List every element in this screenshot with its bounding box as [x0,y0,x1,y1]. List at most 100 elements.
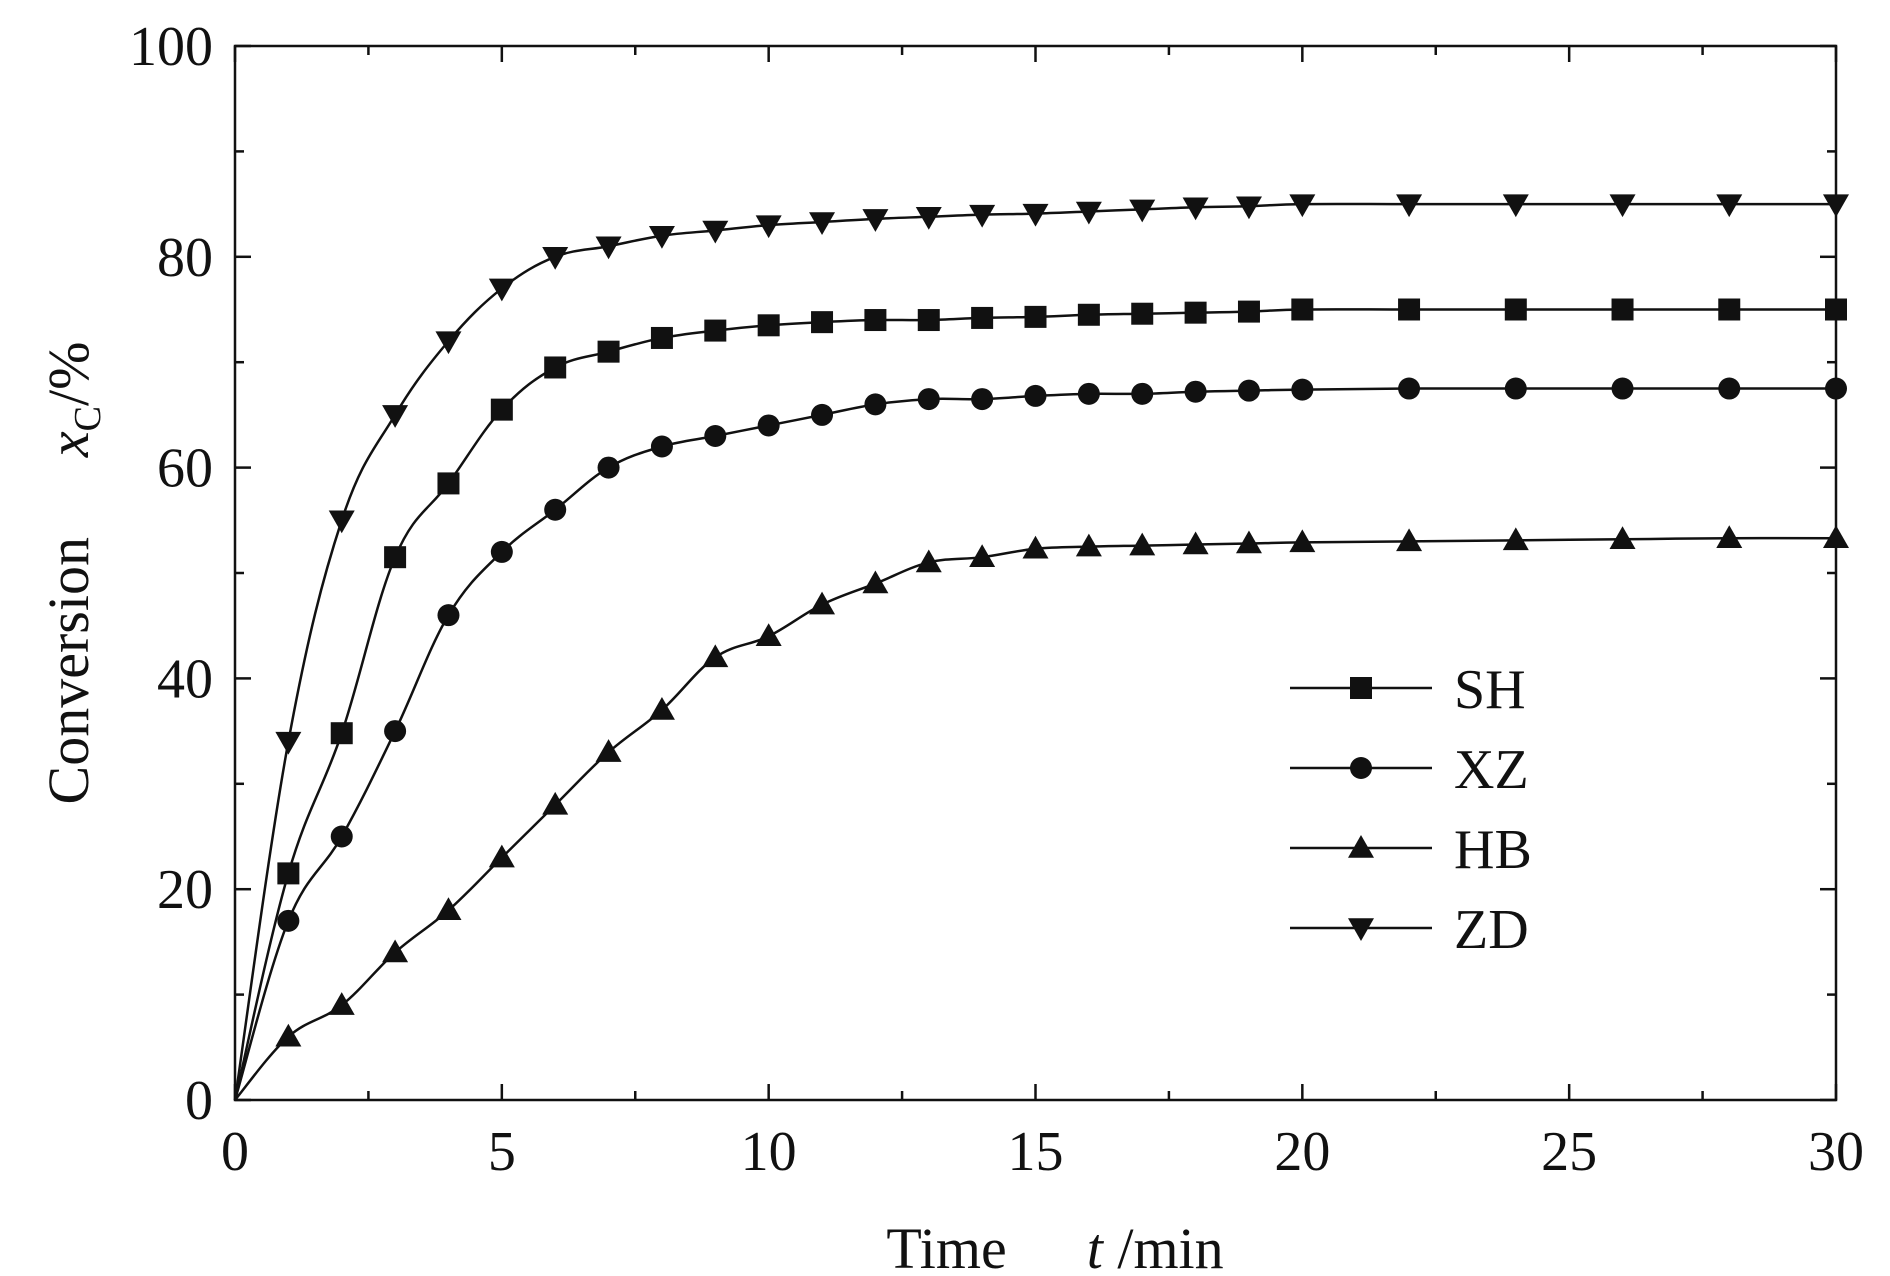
data-point-xz [917,388,940,411]
x-tick-label: 5 [488,1121,516,1183]
data-point-hb [1129,532,1156,556]
data-point-zd [702,220,729,244]
data-point-zd [275,731,302,755]
data-point-hb [595,739,622,762]
data-point-hb [1075,533,1102,557]
data-point-zd [595,236,622,260]
data-point-xz [277,909,300,932]
legend-label: SH [1454,659,1526,721]
data-point-hb [969,544,996,567]
data-point-sh [1611,298,1634,321]
x-tick-label: 15 [1008,1121,1064,1183]
data-point-xz [384,720,407,743]
x-axis-title-prefix: Time [886,1216,1006,1276]
y-axis-title-subscript: C [67,406,109,431]
data-point-xz [1718,377,1741,400]
data-point-sh [971,306,994,329]
data-point-zd [755,215,782,239]
data-point-sh [1718,298,1741,321]
data-point-zd [809,212,836,236]
y-axis-title-prefix: Conversion [36,537,101,804]
data-point-xz [1077,382,1100,405]
data-point-zd [435,331,462,355]
data-point-xz [811,403,834,426]
data-point-sh [864,309,887,332]
data-point-zd [969,204,996,228]
data-point-hb [702,644,729,668]
data-point-zd [1823,194,1849,218]
legend-item-sh: SH [1290,659,1526,721]
x-tick-label: 20 [1274,1121,1330,1183]
data-point-xz [1184,380,1207,403]
data-point-zd [1182,197,1209,221]
data-point-zd [1235,196,1262,220]
data-point-sh [1184,301,1207,324]
data-point-zd [542,247,569,270]
series-line-zd [233,202,1836,1101]
data-point-zd [488,278,515,302]
y-tick-label: 60 [157,438,213,500]
data-point-zd [1716,194,1743,218]
data-point-hb [488,844,515,868]
data-point-sh [490,398,513,421]
data-point-sh [1825,298,1847,321]
data-point-hb [862,570,889,594]
data-point-xz [1131,382,1154,405]
data-point-sh [811,311,834,334]
data-point-sh [704,319,727,342]
data-point-hb [328,992,355,1015]
y-axis-title: Conversion xC/% [36,342,109,805]
data-point-hb [1823,525,1849,548]
x-axis-title-variable: t [1087,1216,1105,1276]
data-point-sh [544,356,567,379]
data-point-hb [382,939,409,963]
data-point-hb [1235,530,1262,554]
x-axis-title-unit: /min [1103,1216,1224,1276]
data-point-zd [1289,194,1316,218]
data-point-hb [915,549,942,573]
x-tick-label: 10 [741,1121,797,1183]
data-point-hb [1289,529,1316,553]
data-point-hb [435,897,462,921]
data-point-xz [1237,379,1260,402]
data-point-zd [915,206,942,230]
series-line-hb [234,536,1837,1101]
series-line-xz [233,387,1836,1101]
data-point-xz [1825,377,1847,400]
data-point-zd [1609,194,1636,218]
data-point-sh [437,472,460,495]
data-point-sh [650,326,673,349]
y-tick-label: 20 [157,859,213,921]
data-point-xz [1024,384,1047,407]
data-point-zd [328,510,355,534]
data-point-sh [1291,298,1314,321]
data-point-zd [1502,194,1529,218]
x-tick-label: 0 [221,1121,249,1183]
data-point-zd [1396,194,1423,218]
data-point-zd [1129,199,1156,223]
data-point-sh [1504,298,1527,321]
y-tick-label: 0 [185,1070,213,1132]
data-series [233,194,1849,1101]
data-point-hb [809,591,836,615]
data-point-sh [1077,303,1100,326]
legend-marker [1348,918,1374,941]
data-point-zd [648,225,675,249]
data-point-xz [490,540,513,563]
data-point-xz [864,393,887,416]
x-axis-title: Time t /min [886,1216,1223,1276]
data-point-hb [1022,535,1049,559]
data-point-xz [704,424,727,447]
data-point-xz [971,388,994,411]
legend-label: HB [1454,819,1532,881]
legend-label: ZD [1454,899,1529,961]
y-axis-title-variable: x [36,431,101,458]
data-point-xz [757,414,780,437]
data-point-sh [1131,302,1154,325]
data-point-sh [277,862,300,885]
series-sh [233,298,1847,1101]
x-tick-label: 30 [1808,1121,1864,1183]
axis-ticks: 0 5 10 15 20 25 30 0 20 40 60 80 100 [129,16,1864,1183]
y-tick-label: 40 [157,648,213,710]
